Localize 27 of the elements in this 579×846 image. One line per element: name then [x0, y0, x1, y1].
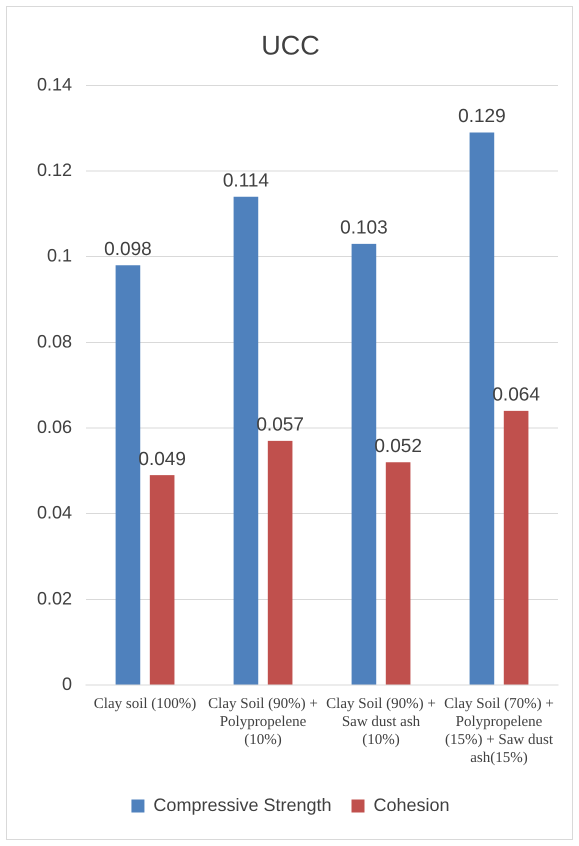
bar: [268, 440, 292, 684]
y-tick-label: 0.04: [36, 502, 72, 523]
bar: [352, 244, 376, 684]
legend-label: Compressive Strength: [153, 794, 332, 815]
x-tick-label: Clay soil (100%): [94, 696, 196, 712]
chart-title: UCC: [261, 30, 320, 61]
bar: [504, 410, 528, 684]
data-label: 0.103: [340, 218, 388, 239]
legend-label: Cohesion: [374, 794, 450, 815]
y-tick-label: 0.02: [36, 588, 72, 608]
bar: [234, 196, 258, 684]
y-tick-label: 0: [62, 674, 72, 694]
bar: [386, 462, 410, 684]
y-tick-label: 0.1: [47, 246, 72, 266]
data-label: 0.129: [458, 106, 506, 128]
x-tick-label: Clay Soil (90%) + Saw dust ash (10%): [326, 696, 436, 748]
x-tick-label: Clay Soil (90%) + Polypropelene (10%): [208, 696, 318, 748]
bar: [150, 475, 174, 684]
y-tick-label: 0.14: [36, 74, 72, 94]
x-tick-label: Clay Soil (70%) + Polypropelene (15%) + Saw dust ash(15%): [444, 696, 554, 766]
data-label: 0.098: [104, 239, 152, 260]
y-tick-label: 0.08: [36, 331, 72, 352]
bar: [116, 265, 140, 684]
bar: [470, 132, 494, 684]
y-tick-label: 0.06: [36, 416, 72, 437]
y-tick-label: 0.12: [36, 160, 72, 180]
data-label: 0.114: [222, 170, 270, 192]
